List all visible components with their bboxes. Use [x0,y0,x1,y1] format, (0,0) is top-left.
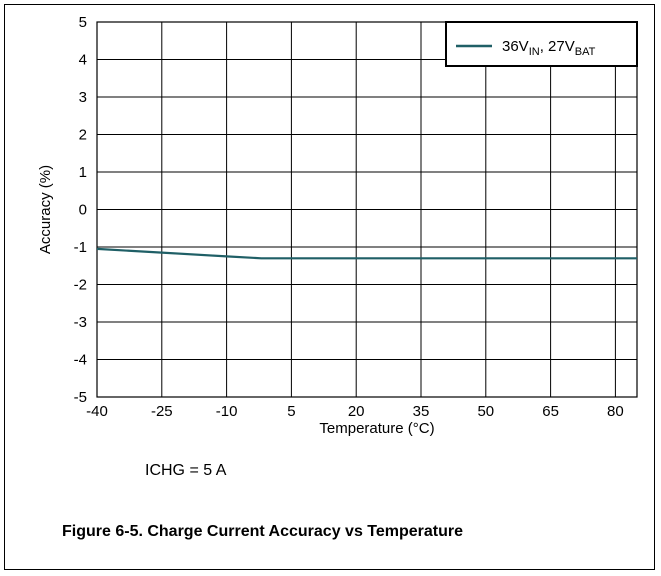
x-tick-label: 35 [413,403,430,420]
y-tick-label: 3 [79,89,87,106]
x-tick-label: -25 [151,403,173,420]
x-axis-label: Temperature (°C) [319,420,434,437]
y-tick-label: -4 [74,352,87,369]
y-tick-label: 2 [79,127,87,144]
legend-label: 36VIN, 27VBAT [502,38,596,58]
series-line [96,247,637,260]
x-tick-label: -40 [86,403,108,420]
y-tick-label: -5 [74,389,87,406]
plot-border [96,21,638,398]
x-tick-label: 65 [542,403,559,420]
y-tick-label: 0 [79,202,87,219]
y-tick-label: -3 [74,314,87,331]
condition-label: ICHG = 5 A [145,462,227,479]
y-tick-label: 4 [79,52,87,69]
x-tick-label: 20 [348,403,365,420]
y-tick-label: 5 [79,14,87,31]
x-tick-label: -10 [216,403,238,420]
x-tick-label: 80 [607,403,624,420]
figure-caption: Figure 6-5. Charge Current Accuracy vs T… [62,523,464,540]
y-tick-label: -2 [74,277,87,294]
x-tick-label: 5 [287,403,295,420]
y-tick-label: -1 [74,239,87,256]
legend-box [445,21,638,67]
y-tick-label: 1 [79,164,87,181]
x-tick-label: 50 [477,403,494,420]
y-axis-label: Accuracy (%) [37,165,54,254]
